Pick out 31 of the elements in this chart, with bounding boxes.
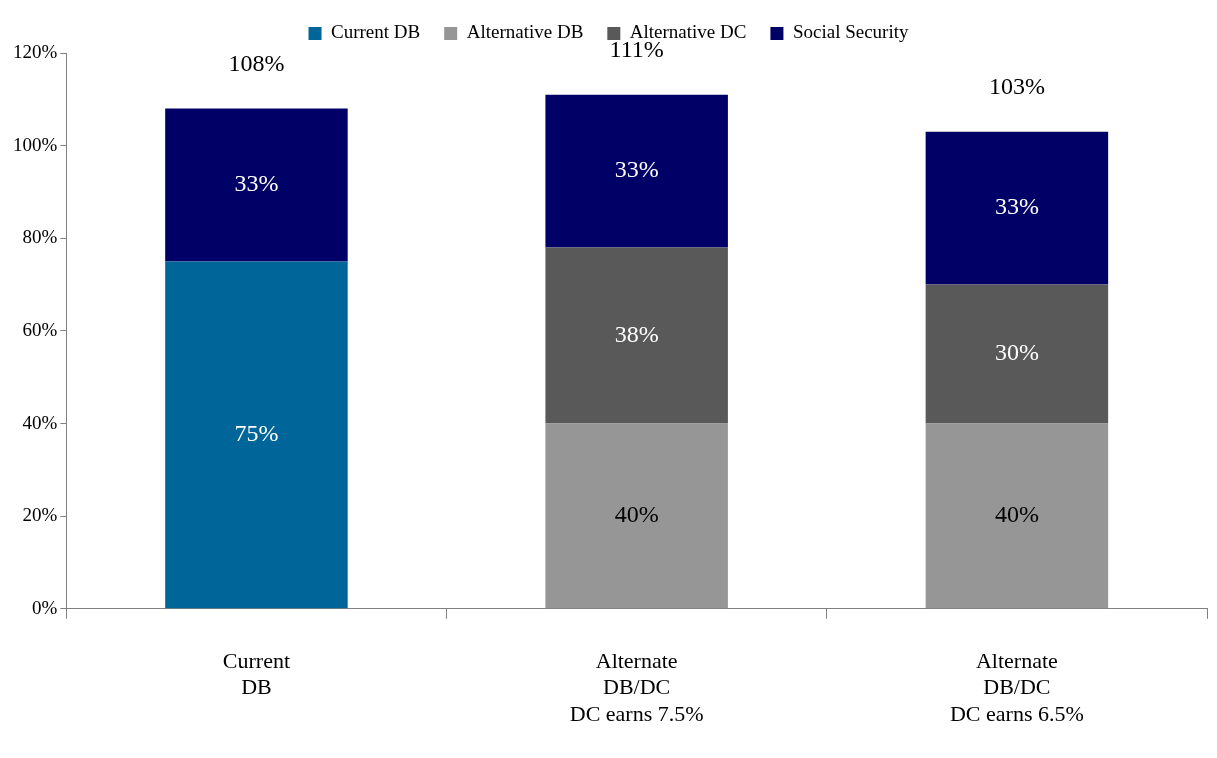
bar	[545, 423, 728, 609]
legend-label: Alternative DB	[466, 21, 584, 43]
bar	[925, 131, 1109, 285]
legend-label: Current DB	[331, 21, 421, 43]
data-label: 40%	[994, 501, 1039, 528]
data-label: 33%	[994, 193, 1039, 220]
x-tick-label: Alternate DB/DC DC earns 7.5%	[569, 647, 704, 726]
y-tick-label: 100%	[13, 133, 58, 155]
bar	[165, 261, 348, 609]
data-label: 33%	[234, 170, 279, 197]
y-tick-label: 0%	[32, 596, 58, 618]
y-tick-label: 40%	[22, 411, 58, 433]
data-label: 75%	[234, 420, 279, 447]
data-label: 33%	[614, 156, 659, 183]
data-label: 38%	[614, 320, 659, 347]
bar	[925, 423, 1109, 609]
y-tick-label: 20%	[22, 504, 58, 526]
legend-label: Social Security	[792, 21, 909, 43]
data-label: 30%	[994, 339, 1039, 366]
bar	[925, 284, 1109, 424]
total-label: 108%	[228, 49, 285, 76]
bar	[545, 94, 728, 248]
bar	[545, 247, 728, 424]
bar	[165, 108, 348, 262]
total-label: 103%	[988, 73, 1045, 100]
y-tick-label: 120%	[13, 40, 58, 62]
x-tick-label: Current DB	[222, 647, 291, 700]
y-tick-label: 60%	[22, 318, 58, 340]
y-tick-label: 80%	[22, 226, 58, 248]
data-label: 40%	[614, 501, 659, 528]
x-tick-label: Alternate DB/DC DC earns 6.5%	[949, 647, 1084, 726]
